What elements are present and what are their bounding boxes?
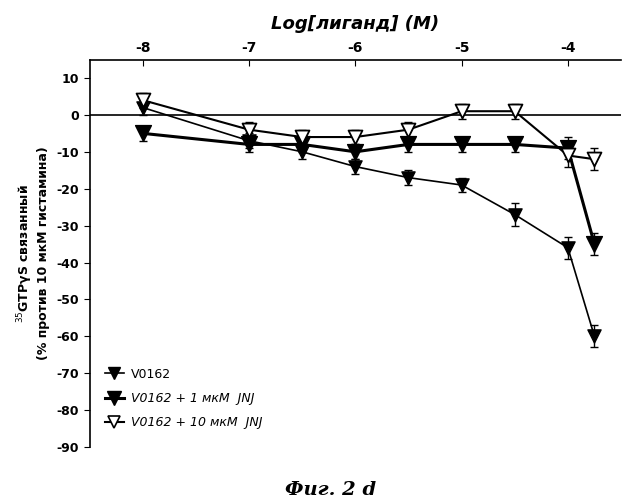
Point [563,244,573,252]
Point [590,240,600,248]
Text: Фиг. 2 d: Фиг. 2 d [285,481,377,499]
Point [350,133,361,141]
Point [590,155,600,163]
Point [297,140,307,148]
Point [457,107,467,115]
Point [457,181,467,189]
Point [403,126,413,134]
Point [244,140,254,148]
Y-axis label: $^{35}$GTPγS связанный
(% против 10 мкМ гистамина): $^{35}$GTPγS связанный (% против 10 мкМ … [15,146,50,360]
Point [350,148,361,156]
Point [403,140,413,148]
Point [403,174,413,182]
Point [297,133,307,141]
Point [137,96,148,104]
Point [350,162,361,170]
Legend: V0162, V0162 + 1 мкМ  JNJ, V0162 + 10 мкМ  JNJ: V0162, V0162 + 1 мкМ JNJ, V0162 + 10 мкМ… [101,364,266,433]
Point [244,136,254,144]
Point [590,332,600,340]
Point [297,148,307,156]
Point [509,210,520,218]
Point [563,144,573,152]
Point [509,107,520,115]
Point [137,104,148,112]
Point [457,140,467,148]
Title: Log[лиганд] (M): Log[лиганд] (M) [271,15,439,33]
Point [137,130,148,138]
Point [509,140,520,148]
Point [563,152,573,160]
Point [244,126,254,134]
